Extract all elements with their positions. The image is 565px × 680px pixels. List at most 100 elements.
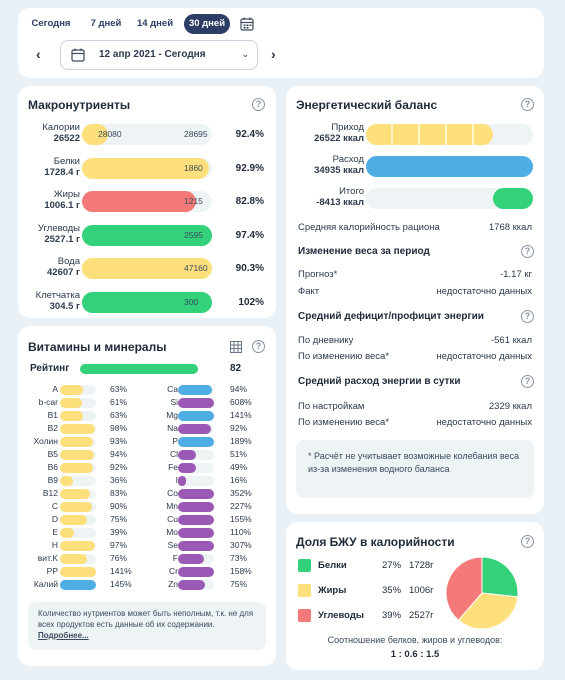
vitamin-row: F 73% (18, 553, 276, 565)
help-icon[interactable]: ? (521, 310, 534, 323)
macros-title: Макронутриенты (28, 98, 131, 112)
macro-row: Клетчатка 304.5 г 300 102% (18, 290, 276, 316)
help-icon[interactable]: ? (521, 245, 534, 258)
nutrient-percent: 39% (110, 527, 128, 537)
nutrient-percent: 352% (230, 488, 252, 498)
nutrient-name: P (172, 436, 178, 446)
macro-name: Клетчатка (35, 289, 80, 301)
nutrient-percent: 75% (110, 514, 128, 524)
table-view-icon[interactable] (230, 340, 242, 358)
date-range-select[interactable]: 12 апр 2021 - Сегодня ⌄ (60, 40, 258, 70)
macro-name: Жиры (53, 189, 80, 200)
calendar-icon[interactable] (240, 17, 254, 36)
nutrient-percent: 75% (230, 579, 248, 589)
nutrient-bar (178, 424, 212, 434)
nutrient-bar (178, 554, 205, 564)
bju-grams: 1728г (409, 560, 434, 571)
macro-target: 47160 (184, 263, 208, 273)
deficit-title: Средний дефицит/профицит энергии (298, 311, 484, 322)
help-icon[interactable]: ? (521, 535, 534, 548)
nutrient-name: B5 (47, 449, 58, 459)
next-period-button[interactable]: › (271, 46, 276, 62)
nutrient-name: D (51, 514, 58, 524)
nutrient-percent: 158% (230, 566, 252, 576)
tab-2[interactable]: 14 дней (136, 18, 174, 29)
nutrient-name: E (52, 527, 58, 537)
rating-value: 82 (230, 363, 242, 374)
nutrient-percent: 92% (230, 423, 248, 433)
bju-row: Углеводы 39% 2527г (286, 609, 446, 623)
nutrient-percent: 227% (230, 501, 252, 511)
nutrient-name: Fe (168, 462, 178, 472)
energy-card: Энергетический баланс ? Приход 26522 кка… (286, 86, 544, 514)
vitamin-row: Mn 227% (18, 501, 276, 513)
nutrient-percent: 155% (230, 514, 252, 524)
by-weight2-value: недостаточно данных (436, 417, 532, 428)
nutrient-bar (178, 385, 212, 395)
tab-3[interactable]: 30 дней (184, 14, 230, 34)
macro-target: 300 (184, 296, 199, 307)
nutrient-name: Zn (168, 579, 178, 589)
nutrient-percent: 36% (110, 475, 128, 485)
vitamin-row: B9 36% (18, 475, 276, 487)
nutrient-bar (60, 554, 88, 564)
bju-row: Белки 27% 1728г (286, 559, 446, 573)
nutrient-bar (60, 424, 96, 434)
macro-bar (82, 124, 108, 145)
nutrient-bar (178, 541, 214, 551)
rating-bar (80, 364, 198, 374)
nutrient-bar (60, 580, 96, 590)
nutrient-name: C (51, 501, 58, 511)
intake-bar (366, 124, 493, 145)
bju-name: Белки (318, 560, 347, 571)
intake-value: 26522 ккал (314, 133, 364, 144)
nutrient-percent: 51% (230, 449, 248, 459)
total-row: Итого -8413 ккал (286, 186, 544, 210)
vitamins-title: Витамины и минералы (28, 340, 167, 354)
vitamin-row: E 39% (18, 527, 276, 539)
bju-color-swatch (298, 584, 311, 597)
macro-percent: 102% (238, 296, 264, 308)
more-link[interactable]: Подробнее... (38, 631, 89, 640)
help-icon[interactable]: ? (521, 98, 534, 111)
nutrient-percent: 608% (230, 397, 252, 407)
vitamin-row: I 16% (18, 475, 276, 487)
bju-row: Жиры 35% 1006г (286, 584, 446, 598)
nutrient-name: Холин (33, 436, 58, 446)
vitamin-row: вит.K 76% (18, 553, 276, 565)
vitamin-row: PP 141% (18, 566, 276, 578)
vitamins-note: Количество нутриентов может быть неполны… (28, 602, 266, 650)
macro-percent: 90.3% (235, 263, 264, 274)
by-weight-label: По изменению веса* (298, 351, 390, 362)
tab-1[interactable]: 7 дней (90, 18, 122, 29)
nutrient-percent: 141% (230, 410, 252, 420)
pie-slice (457, 592, 519, 630)
total-bar-track (366, 188, 533, 209)
macro-value: 1006.1 г (44, 200, 80, 211)
vitamin-row: Калий 145% (18, 579, 276, 591)
nutrient-bar (178, 528, 214, 538)
macro-value: 26522 (53, 133, 80, 144)
help-icon[interactable]: ? (521, 375, 534, 388)
bju-percent: 39% (382, 610, 402, 621)
vitamin-row: B12 83% (18, 488, 276, 500)
energy-footnote: * Расчёт не учитывает возможные колебани… (296, 440, 534, 498)
macro-target: 2595 (184, 229, 203, 240)
nutrient-percent: 76% (110, 553, 128, 563)
chevron-down-icon: ⌄ (241, 49, 249, 59)
by-diary-value: -561 ккал (490, 335, 532, 346)
macro-value: 2527.1 г (44, 233, 80, 245)
nutrient-bar-track (178, 463, 214, 473)
avg-cal-label: Средняя калорийность рациона (298, 222, 440, 233)
macro-row: Жиры 1006.1 г 1215 82.8% (18, 189, 276, 215)
help-icon[interactable]: ? (252, 340, 265, 353)
nutrient-name: Cl (169, 449, 178, 459)
period-card: Сегодня 7 дней 14 дней 30 дней ‹ 12 апр 202… (18, 8, 544, 78)
vitamins-note-text: Количество нутриентов может быть неполны… (38, 609, 254, 629)
nutrient-name: Mn (166, 501, 178, 511)
energy-footnote-text: * Расчёт не учитывает возможные колебани… (308, 451, 520, 474)
prev-period-button[interactable]: ‹ (36, 46, 41, 62)
vitamin-row: Cl 51% (18, 449, 276, 461)
tab-0[interactable]: Сегодня (31, 18, 71, 29)
help-icon[interactable]: ? (252, 98, 265, 111)
